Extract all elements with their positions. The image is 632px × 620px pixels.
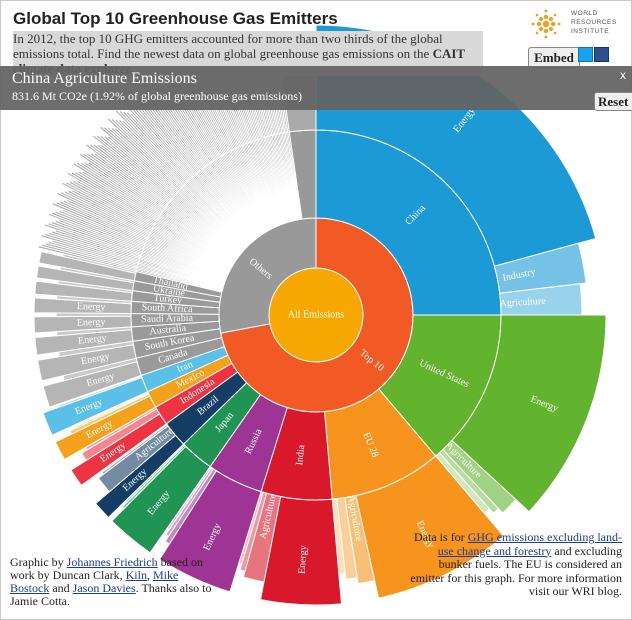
color-scheme-blue-button[interactable]	[578, 47, 593, 62]
tooltip-title: China Agriculture Emissions	[12, 70, 197, 87]
wri-logo-text: WORLD RESOURCES INSTITUTE	[571, 10, 617, 35]
wri-logo-icon	[531, 9, 561, 39]
country-label-australia: Australia	[149, 323, 187, 338]
credit-link-friedrich[interactable]: Johannes Friedrich	[66, 555, 158, 569]
page-title: Global Top 10 Greenhouse Gas Emitters	[13, 9, 338, 28]
tooltip-subtitle: 831.6 Mt CO2e (1.92% of global greenhous…	[12, 89, 302, 103]
tooltip-panel: China Agriculture Emissions 831.6 Mt CO2…	[0, 66, 632, 110]
sector-label-saudi-arabia-energy: Energy	[77, 317, 106, 329]
data-note-text-1: Data is for	[414, 530, 468, 544]
data-note-text-2: and excluding bunker fuels. The EU is co…	[410, 543, 622, 598]
credit-text-5: . Thanks also to Jamie Cotta.	[10, 581, 212, 608]
sector-label-india-energy: Energy	[297, 545, 309, 574]
close-icon[interactable]: x	[620, 68, 626, 82]
sector-label-south-africa-energy: Energy	[77, 301, 106, 313]
color-scheme-navy-button[interactable]	[594, 47, 609, 62]
country-label-saudi-arabia: Saudi Arabia	[141, 313, 194, 325]
sector-eu-28-energy[interactable]	[355, 455, 505, 599]
embed-button[interactable]: Embed	[528, 47, 580, 68]
ghg-emissions-link[interactable]: GHG emissions excluding land-use change …	[437, 530, 622, 558]
credits-left: Graphic by Johannes Friedrich based on w…	[10, 556, 220, 608]
credit-text-4: and	[49, 581, 73, 595]
sector-label-china-agriculture: Agriculture	[499, 296, 546, 310]
country-label-india: India	[294, 444, 307, 466]
sector-label-australia-energy: Energy	[77, 333, 107, 347]
credit-text-3: ,	[146, 568, 153, 582]
credit-link-davies[interactable]: Jason Davies	[72, 581, 136, 595]
center-label: All Emissions	[288, 309, 345, 320]
credit-text-2: based on work by Duncan Clark,	[10, 555, 203, 582]
sector-united-states-energy[interactable]	[451, 314, 607, 513]
credits-right: Data is for GHG emissions excluding land…	[408, 530, 622, 599]
credit-link-bostock[interactable]: Mike Bostock	[10, 568, 179, 595]
intro-part1: In 2012, the top 10 GHG emitters account…	[13, 31, 443, 61]
cait-link[interactable]: CAIT	[432, 46, 465, 61]
credit-link-kiln[interactable]: Kiln	[125, 568, 147, 582]
reset-button[interactable]: Reset	[594, 92, 632, 111]
credit-text-1: Graphic by	[10, 555, 67, 569]
